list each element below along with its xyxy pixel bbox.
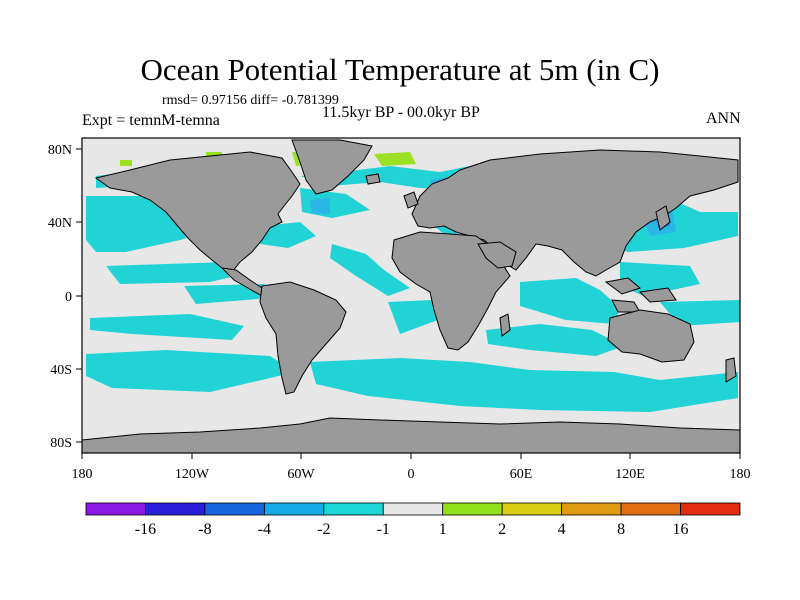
y-tick-label: 40N [48,216,72,231]
japan-land [655,205,671,231]
south-indian-cool-region [486,324,624,356]
colorbar-labels: -16 -8 -4 -2 -1 1 2 4 8 16 [135,521,689,538]
colorbar-box [85,502,146,516]
southern-ocean-cool-region [86,350,296,392]
colorbar-box [145,502,206,516]
north-america-land [94,151,301,273]
southern-ocean-cool-band [310,358,738,412]
colorbar-label: 16 [673,521,689,538]
colorbar-box [680,502,741,516]
new-zealand-land [725,357,737,383]
map-title: Ocean Potential Temperature at 5m (in C) [140,52,660,87]
colorbar-label: 2 [498,521,506,538]
y-tick-label: 0 [65,290,72,305]
colorbar-label: -1 [377,521,390,538]
colorbar-label: -2 [317,521,330,538]
maritime-southeast-asia-land [604,277,642,295]
x-tick-label: 120E [615,467,645,482]
colorbar-label: -4 [258,521,271,538]
colorbar-box [382,502,444,516]
africa-land [391,231,511,351]
subtropical-pacific-cool-region [106,262,236,284]
y-tick-label: 80S [50,436,72,451]
season-label: ANN [706,110,741,127]
colorbar-label: 1 [439,521,447,538]
colorbar-box [501,502,563,516]
colorbar-box [263,502,325,516]
australia-land [607,309,695,363]
indian-ocean-cool-region [520,278,620,324]
colorbar-box [620,502,681,516]
x-tick-label: 120W [175,467,210,482]
west-atlantic-cool-region [260,222,316,248]
arabia-land [477,241,517,269]
axis-ticks [76,148,741,459]
colorbar-box [442,502,503,516]
south-america-land [259,281,347,395]
greenland-land [291,139,373,195]
colorbar-label: -16 [135,521,156,538]
x-tick-label: 60W [287,467,315,482]
colorbar-label: -8 [198,521,211,538]
colorbar-box [561,502,622,516]
colorbar-boxes [85,502,741,516]
experiment-label: Expt = temnM-temna [82,112,220,129]
y-tick-label: 80N [48,143,72,158]
land-masses [81,139,741,454]
colorbar-label: 4 [558,521,566,538]
colorbar-box [323,502,384,516]
period-label: 11.5kyr BP - 00.0kyr BP [322,104,480,121]
x-tick-label: 180 [72,467,93,482]
madagascar-land [499,313,511,337]
iceland-land [365,173,381,185]
y-tick-label: 40S [50,363,72,378]
x-tick-label: 0 [408,467,415,482]
equatorial-atlantic-cool-region [330,244,410,296]
south-pacific-cool-region [90,314,244,340]
equatorial-pacific-cool-region [184,284,270,304]
british-isles-land [403,191,419,209]
south-atlantic-cool-region [388,300,438,334]
colorbar-label: 8 [617,521,625,538]
colorbar-box [204,502,265,516]
x-tick-label: 60E [510,467,533,482]
x-tick-label: 180 [730,467,751,482]
stats-line: rmsd= 0.97156 diff= -0.781399 [162,93,339,108]
